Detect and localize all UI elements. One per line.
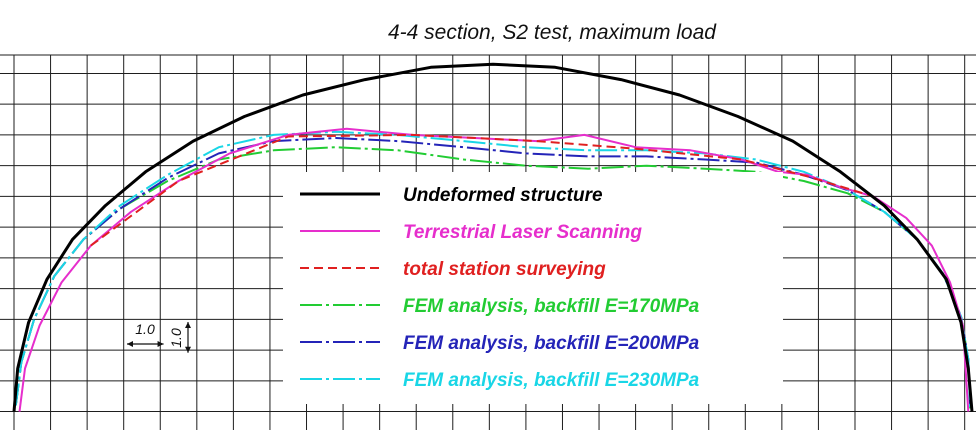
legend-label-5: FEM analysis, backfill E=200MPa: [403, 333, 700, 354]
chart-title: 4-4 section, S2 test, maximum load: [388, 21, 717, 44]
legend-label-4: FEM analysis, backfill E=170MPa: [403, 296, 700, 317]
legend-label-1: Undeformed structure: [403, 185, 603, 206]
curves: [12, 62, 974, 412]
scale-label-horizontal: 1.0: [135, 321, 155, 337]
series-line-3: [90, 133, 874, 247]
scale-label-vertical: 1.0: [168, 328, 184, 348]
series-line-1: [12, 62, 974, 412]
legend-box: [283, 172, 783, 404]
legend-label-3: total station surveying: [403, 259, 606, 280]
legend-label-2: Terrestrial Laser Scanning: [403, 222, 642, 243]
scale-marker: 1.0 1.0: [127, 321, 191, 353]
legend: Undeformed structure Terrestrial Laser Sc…: [283, 172, 783, 404]
legend-label-6: FEM analysis, backfill E=230MPa: [403, 370, 700, 391]
